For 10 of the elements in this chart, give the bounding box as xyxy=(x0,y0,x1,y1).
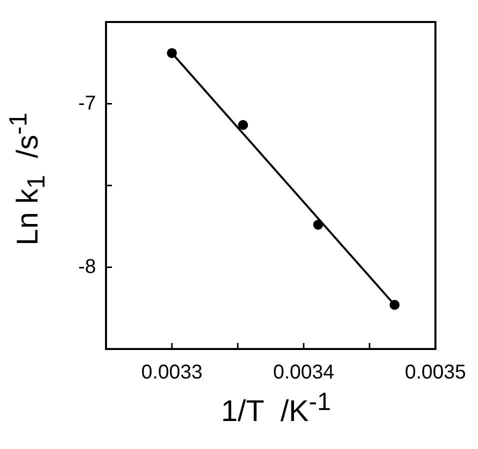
point xyxy=(313,220,324,230)
point xyxy=(238,120,248,130)
point xyxy=(390,300,400,310)
x-axis-title: 1/T /K$^{-1}$ xyxy=(220,388,332,429)
x-tick-label: 0.0034 xyxy=(273,362,334,384)
point xyxy=(166,48,177,58)
x-tick-label: 0.0033 xyxy=(141,362,202,384)
y-tick-label: -7 xyxy=(78,92,96,114)
y-tick-label: -8 xyxy=(78,256,96,278)
x-tick-label: 0.0035 xyxy=(404,362,466,384)
